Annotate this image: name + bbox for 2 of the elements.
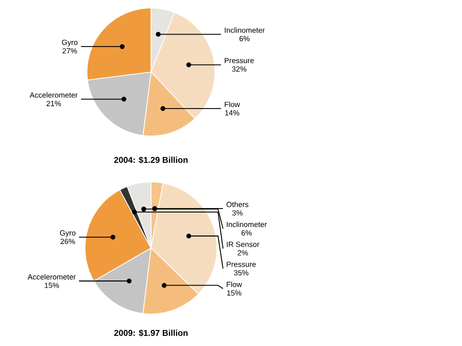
text: 2009: $1.97 Billion — [114, 330, 188, 336]
text: 2004: $1.29 Billion — [114, 156, 188, 164]
